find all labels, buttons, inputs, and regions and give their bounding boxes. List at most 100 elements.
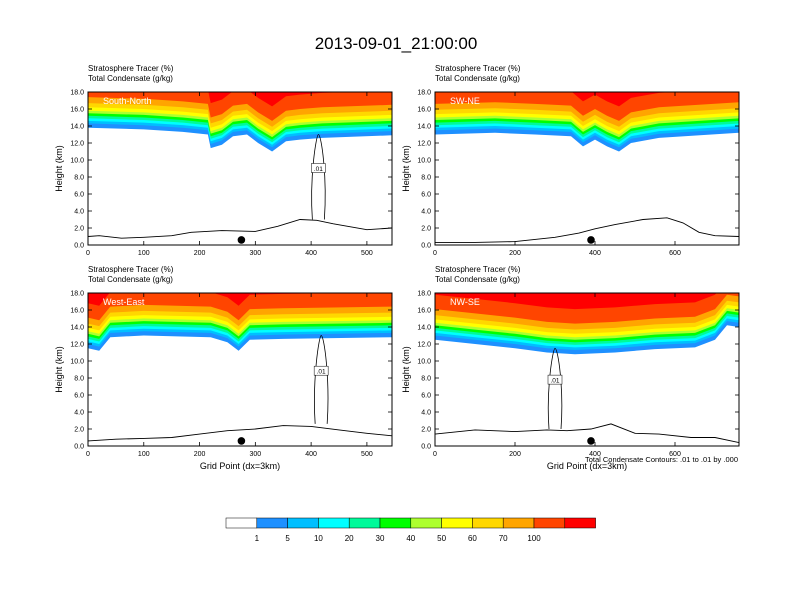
contour-label-box — [313, 365, 329, 376]
colorbar-label: 60 — [468, 534, 477, 543]
colorbar-label: 5 — [285, 534, 290, 543]
y-tick-label: 16.0 — [417, 308, 431, 315]
contour-info: Total Condensate Contours: .01 to .01 by… — [585, 455, 738, 464]
terrain-line — [88, 425, 392, 442]
condensate-contour — [547, 347, 563, 430]
y-tick-label: 12.0 — [417, 342, 431, 349]
colorbar-label: 70 — [499, 534, 508, 543]
left-title: Stratosphere Tracer (%) — [435, 64, 521, 73]
contour-label-box — [547, 374, 563, 385]
colorbar: 1 5 10 20 30 40 50 60 70 100 — [225, 517, 596, 543]
x-tick-label: 400 — [589, 451, 601, 458]
y-tick-label: 8.0 — [74, 175, 84, 182]
y-tick-label: 12.0 — [70, 141, 84, 148]
x-axis-label: Grid Point (dx=3km) — [547, 461, 627, 471]
left-title: Total Condensate (g/kg) — [88, 275, 173, 284]
x-tick-label: 600 — [669, 250, 681, 257]
colorbar-label: 30 — [376, 534, 385, 543]
x-tick-label: 0 — [433, 451, 437, 458]
tracer-band — [435, 92, 739, 107]
left-title: Stratosphere Tracer (%) — [88, 265, 174, 274]
contour-label-box — [311, 163, 326, 173]
y-tick-label: 16.0 — [70, 107, 84, 114]
plot-area — [435, 92, 739, 245]
colorbar-label: 1 — [255, 534, 260, 543]
contour-label: .01 — [314, 166, 323, 173]
colorbar-swatch — [472, 517, 504, 529]
panel-label: NW-SE — [450, 297, 480, 307]
plot-frame — [87, 292, 393, 447]
panel-label: SW-NE — [450, 96, 480, 106]
colorbar-label: 10 — [314, 534, 323, 543]
y-tick-label: 2.0 — [421, 427, 431, 434]
contour-label: .01 — [317, 369, 326, 376]
y-tick-label: 14.0 — [70, 325, 84, 332]
condensate-contour — [314, 335, 329, 424]
y-tick-label: 14.0 — [417, 124, 431, 131]
x-tick-label: 400 — [305, 250, 317, 257]
x-tick-label: 600 — [669, 451, 681, 458]
left-title: Stratosphere Tracer (%) — [88, 64, 174, 73]
location-marker — [237, 437, 246, 445]
tracer-band — [88, 293, 392, 306]
x-tick-label: 200 — [194, 250, 206, 257]
colorbar-swatch — [533, 517, 566, 529]
y-tick-label: 16.0 — [417, 107, 431, 114]
y-tick-label: 18.0 — [417, 291, 431, 298]
colorbar-label: 40 — [406, 534, 415, 543]
terrain-line — [88, 219, 392, 239]
y-tick-label: 10.0 — [70, 158, 84, 165]
plot-frame — [434, 292, 740, 447]
tracer-band — [435, 293, 739, 310]
x-tick-label: 400 — [589, 250, 601, 257]
location-marker — [587, 437, 595, 445]
colorbar-swatch — [502, 517, 535, 529]
x-tick-label: 0 — [86, 451, 90, 458]
x-axis-label: Grid Point (dx=3km) — [200, 461, 280, 471]
terrain-line — [435, 423, 739, 444]
y-tick-label: 18.0 — [70, 291, 84, 298]
y-tick-label: 6.0 — [421, 192, 431, 199]
colorbar-label: 20 — [345, 534, 354, 543]
location-marker — [237, 236, 246, 244]
y-tick-label: 16.0 — [70, 308, 84, 315]
colorbar-label: 100 — [527, 534, 541, 543]
panel-label: South-North — [103, 96, 152, 106]
left-title: Total Condensate (g/kg) — [435, 275, 520, 284]
x-tick-label: 300 — [249, 250, 261, 257]
panel-label: West-East — [103, 297, 145, 307]
plot-area: .01 — [435, 293, 739, 446]
colorbar-swatch — [564, 517, 596, 529]
colorbar-label: 50 — [437, 534, 446, 543]
x-tick-label: 100 — [138, 451, 150, 458]
y-tick-label: 12.0 — [417, 141, 431, 148]
y-tick-label: 6.0 — [74, 192, 84, 199]
plot-frame — [434, 91, 740, 246]
y-tick-label: 10.0 — [70, 359, 84, 366]
figure-title: 2013-09-01_21:00:00 — [315, 34, 478, 53]
y-tick-label: 0.0 — [74, 243, 84, 250]
x-tick-label: 0 — [433, 250, 437, 257]
tracer-band — [88, 293, 392, 321]
y-axis-label: Height (km) — [401, 145, 411, 192]
tracer-band — [435, 92, 739, 121]
y-tick-label: 2.0 — [74, 427, 84, 434]
panel-south-north: .01 0.0 2.0 4.0 6.0 8.0 10.0 12.0 14.0 16.0 18.0 0 1… — [54, 64, 393, 257]
colorbar-swatch — [348, 517, 381, 529]
panel-sw-ne: 0.0 2.0 4.0 6.0 8.0 10.0 12.0 14.0 16.0 18.0 0 200 4… — [401, 64, 740, 257]
y-tick-label: 10.0 — [417, 359, 431, 366]
y-axis-label: Height (km) — [54, 346, 64, 393]
y-tick-label: 0.0 — [421, 243, 431, 250]
colorbar-swatch — [318, 517, 350, 529]
condensate-contour — [311, 134, 326, 220]
y-tick-label: 18.0 — [70, 90, 84, 97]
y-tick-label: 2.0 — [74, 226, 84, 233]
y-tick-label: 10.0 — [417, 158, 431, 165]
x-tick-label: 500 — [361, 451, 373, 458]
y-tick-label: 18.0 — [417, 90, 431, 97]
y-tick-label: 0.0 — [74, 444, 84, 451]
y-tick-label: 0.0 — [421, 444, 431, 451]
x-tick-label: 400 — [305, 451, 317, 458]
y-tick-label: 14.0 — [417, 325, 431, 332]
